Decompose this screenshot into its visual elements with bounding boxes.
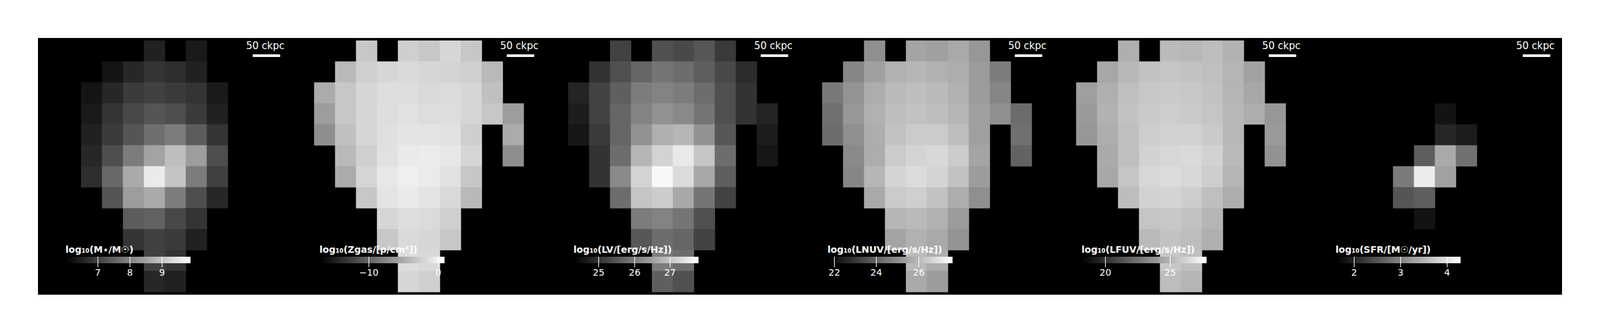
svg-text:27: 27	[664, 267, 677, 278]
svg-text:4: 4	[1444, 267, 1451, 278]
svg-text:24: 24	[870, 267, 883, 278]
svg-text:−10: −10	[359, 267, 380, 278]
svg-text:26: 26	[629, 267, 641, 278]
svg-text:9: 9	[159, 267, 165, 278]
html-text:50 ckpc: 50 ckpc	[754, 39, 793, 52]
svg-text:8: 8	[127, 267, 133, 278]
svg-text:log₁₀(M⋆/M☉): log₁₀(M⋆/M☉)	[65, 244, 134, 255]
html-text:50 ckpc: 50 ckpc	[1008, 39, 1047, 52]
svg-text:0: 0	[435, 267, 442, 278]
html-text:50 ckpc: 50 ckpc	[500, 39, 539, 52]
html-text:50 ckpc: 50 ckpc	[1262, 39, 1301, 52]
svg-text:25: 25	[1164, 267, 1177, 278]
html-text:50 ckpc: 50 ckpc	[246, 39, 285, 52]
svg-text:log₁₀(SFR/[M☉/yr]): log₁₀(SFR/[M☉/yr])	[1335, 244, 1431, 255]
svg-text:log₁₀(Zgas/[p/cm²]): log₁₀(Zgas/[p/cm²])	[319, 244, 418, 255]
svg-text:2: 2	[1351, 267, 1358, 278]
svg-text:7: 7	[94, 267, 101, 278]
svg-text:log₁₀(LV/[erg/s/Hz]): log₁₀(LV/[erg/s/Hz])	[573, 244, 672, 255]
svg-text:3: 3	[1397, 267, 1404, 278]
svg-text:log₁₀(LFUV/[erg/s/Hz]): log₁₀(LFUV/[erg/s/Hz])	[1081, 244, 1195, 255]
html-text:50 ckpc: 50 ckpc	[1516, 39, 1555, 52]
svg-text:22: 22	[828, 267, 841, 278]
svg-text:26: 26	[913, 267, 926, 278]
svg-text:log₁₀(LNUV/[erg/s/Hz]): log₁₀(LNUV/[erg/s/Hz])	[827, 244, 943, 255]
svg-text:20: 20	[1099, 267, 1112, 278]
svg-text:25: 25	[593, 267, 605, 278]
